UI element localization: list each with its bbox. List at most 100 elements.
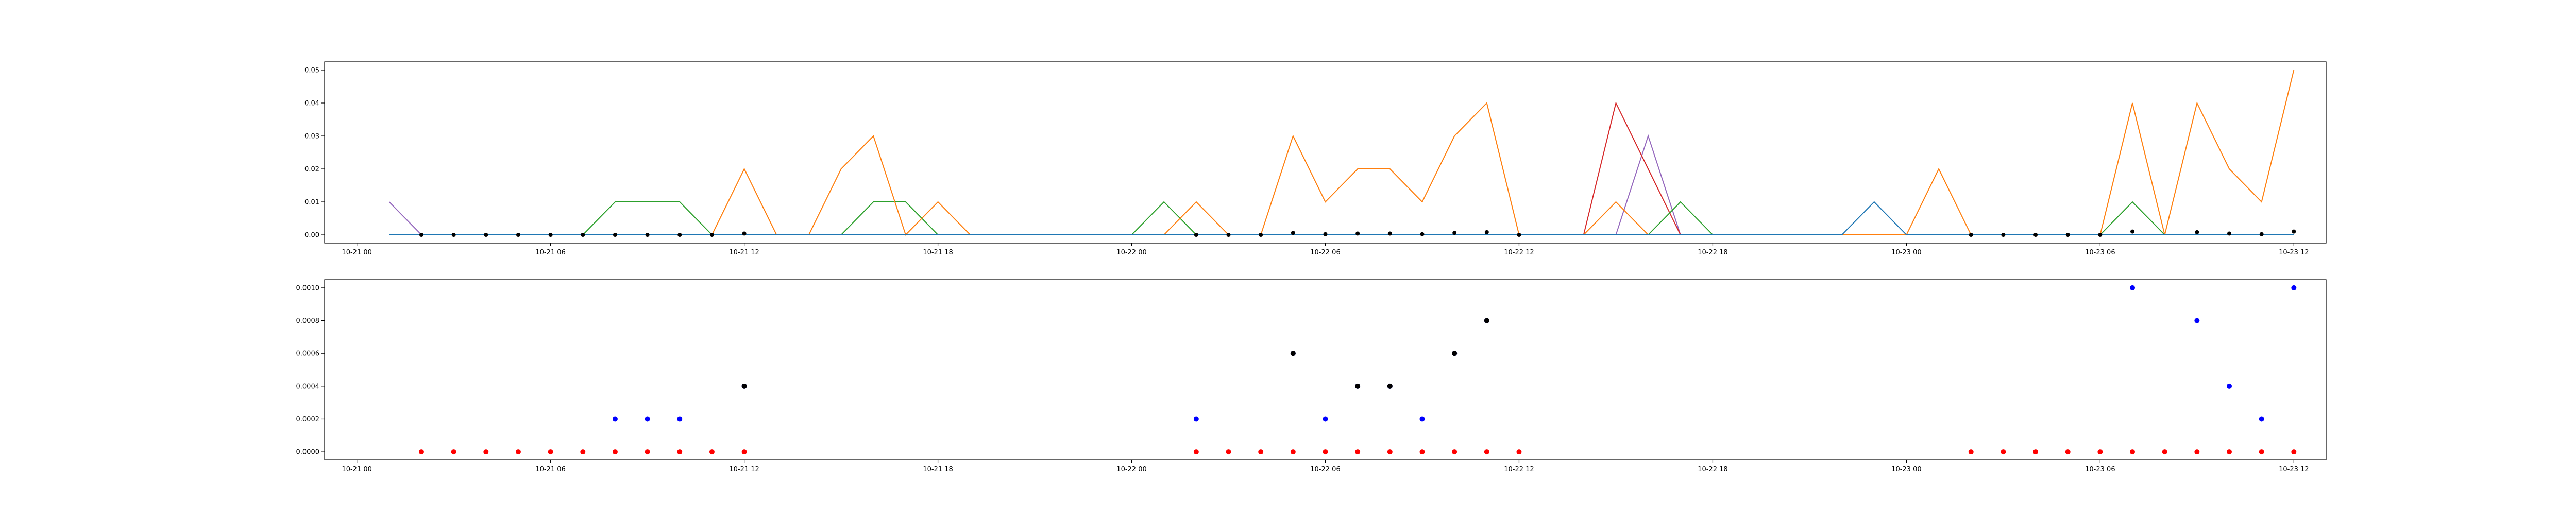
scatter-point-series-0 [548, 449, 553, 455]
scatter-point-series-1 [2194, 318, 2200, 323]
x-tick-label: 10-23 12 [2279, 466, 2309, 473]
scatter-point-series-0 [515, 449, 521, 455]
marker-point [1259, 233, 1263, 237]
x-tick-label: 10-22 18 [1698, 249, 1727, 256]
x-tick-label: 10-22 00 [1116, 249, 1146, 256]
scatter-point-series-0 [1193, 449, 1199, 455]
scatter-point-series-0 [2259, 449, 2264, 455]
y-tick-label: 0.0002 [296, 416, 320, 423]
marker-point [1194, 233, 1198, 237]
x-tick-label: 10-23 06 [2085, 249, 2115, 256]
marker-point [1452, 231, 1457, 235]
x-tick-label: 10-21 06 [535, 466, 565, 473]
scatter-point-series-0 [2097, 449, 2103, 455]
line-series-1 [389, 70, 2295, 236]
scatter-point-series-0 [2033, 449, 2039, 455]
plot-frame [324, 279, 2327, 460]
scatter-point-series-0 [2130, 449, 2136, 455]
y-tick-label: 0.0010 [296, 284, 320, 292]
marker-point [419, 233, 423, 237]
scatter-point-series-0 [1419, 449, 1425, 455]
marker-point [2227, 231, 2232, 236]
x-tick-label: 10-22 12 [1504, 249, 1534, 256]
marker-point [2195, 230, 2199, 234]
x-tick-label: 10-21 18 [923, 466, 953, 473]
scatter-point-series-1 [2227, 383, 2232, 389]
scatter-point-series-0 [2291, 449, 2297, 455]
marker-point [1969, 233, 1973, 237]
marker-point [709, 233, 714, 237]
line-series-2 [389, 201, 2294, 235]
scatter-point-series-0 [2001, 449, 2006, 455]
y-tick-label: 0.03 [304, 133, 319, 141]
scatter-point-series-0 [2227, 449, 2232, 455]
x-tick-label: 10-23 00 [1891, 466, 1921, 473]
marker-point [548, 233, 553, 237]
scatter-point-series-1 [1323, 416, 1328, 422]
scatter-point-series-0 [483, 449, 489, 455]
scatter-point-series-2 [1355, 383, 1361, 389]
scatter-point-series-1 [2259, 416, 2264, 422]
scatter-point-series-2 [1290, 351, 1296, 356]
marker-point [2098, 233, 2103, 237]
scatter-point-series-1 [2291, 285, 2297, 290]
x-tick-label: 10-21 12 [729, 249, 759, 256]
y-tick-label: 0.0006 [296, 350, 320, 358]
x-tick-label: 10-22 00 [1116, 466, 1146, 473]
x-tick-label: 10-23 12 [2279, 249, 2309, 256]
scatter-point-series-0 [2162, 449, 2167, 455]
marker-point [581, 233, 585, 237]
scatter-point-series-0 [580, 449, 586, 455]
marker-point [1355, 231, 1360, 236]
marker-point [484, 233, 488, 237]
scatter-point-series-0 [2194, 449, 2200, 455]
scatter-point-series-0 [451, 449, 456, 455]
scatter-point-series-0 [1323, 449, 1328, 455]
scatter-point-series-0 [612, 449, 618, 455]
scatter-point-series-0 [645, 449, 650, 455]
line-series-0 [389, 201, 2294, 235]
marker-point [1517, 233, 1521, 237]
y-tick-label: 0.01 [304, 199, 319, 207]
marker-point [451, 233, 456, 237]
scatter-point-series-0 [1258, 449, 1264, 455]
scatter-point-series-0 [418, 449, 424, 455]
marker-point [1291, 231, 1295, 235]
x-tick-label: 10-22 18 [1698, 466, 1727, 473]
y-tick-label: 0.02 [304, 166, 319, 174]
marker-point [2033, 233, 2038, 237]
scatter-point-series-0 [741, 449, 747, 455]
scatter-point-series-0 [677, 449, 683, 455]
line-series-3 [389, 101, 2294, 235]
y-tick-label: 0.0000 [296, 449, 320, 456]
scatter-point-series-0 [1355, 449, 1361, 455]
x-tick-label: 10-22 06 [1310, 249, 1340, 256]
scatter-point-series-1 [2130, 285, 2136, 290]
marker-point [1323, 232, 1328, 236]
x-tick-label: 10-21 12 [729, 466, 759, 473]
y-tick-label: 0.04 [304, 100, 319, 108]
y-tick-label: 0.05 [304, 67, 319, 75]
marker-point [1226, 233, 1231, 237]
marker-point [1484, 230, 1489, 234]
scatter-point-series-0 [1484, 449, 1489, 455]
scatter-point-series-1 [612, 416, 618, 422]
plot-frame [324, 61, 2327, 244]
marker-point [742, 231, 747, 236]
scatter-point-series-1 [1419, 416, 1425, 422]
x-tick-label: 10-21 18 [923, 249, 953, 256]
scatter-point-series-2 [1452, 351, 1458, 356]
marker-point [2001, 233, 2006, 237]
scatter-point-series-0 [1226, 449, 1231, 455]
scatter-point-series-0 [2065, 449, 2071, 455]
y-tick-label: 0.0008 [296, 317, 320, 325]
scatter-point-series-1 [1193, 416, 1199, 422]
marker-point [645, 233, 650, 237]
scatter-point-series-0 [1452, 449, 1458, 455]
marker-point [2292, 229, 2296, 234]
x-tick-label: 10-23 06 [2085, 466, 2115, 473]
marker-point [2065, 233, 2070, 237]
scatter-point-series-1 [645, 416, 650, 422]
bottom-scatter-chart: 10-21 00 10-21 06 10-21 12 10-21 18 10-22 00… [296, 279, 2327, 473]
